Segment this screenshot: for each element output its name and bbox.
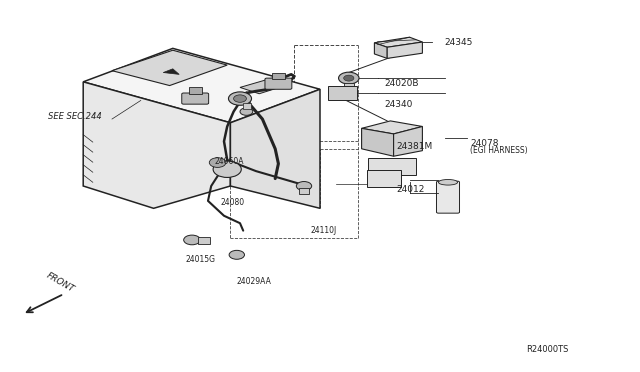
Text: SEE SEC.244: SEE SEC.244 [48,112,102,121]
Ellipse shape [438,179,458,185]
FancyBboxPatch shape [182,93,209,104]
Circle shape [209,158,226,167]
FancyBboxPatch shape [368,158,416,175]
Polygon shape [362,128,394,156]
Text: 24110J: 24110J [310,226,337,235]
FancyBboxPatch shape [265,78,292,89]
Circle shape [228,92,252,105]
Text: 24029AA: 24029AA [237,277,271,286]
Circle shape [339,72,359,84]
FancyBboxPatch shape [299,188,309,194]
Text: (EGI HARNESS): (EGI HARNESS) [470,146,528,155]
FancyBboxPatch shape [243,103,251,109]
Polygon shape [374,37,422,47]
Polygon shape [83,82,230,208]
FancyBboxPatch shape [367,170,401,187]
Polygon shape [394,126,422,156]
Circle shape [229,250,244,259]
Text: 24340: 24340 [384,100,412,109]
Polygon shape [112,50,227,86]
FancyBboxPatch shape [344,83,354,89]
Text: FRONT: FRONT [45,271,76,294]
Polygon shape [362,121,422,134]
Text: 24078: 24078 [470,139,499,148]
Text: 24020B: 24020B [384,79,419,88]
FancyBboxPatch shape [328,86,357,100]
Polygon shape [387,42,422,58]
Text: 24060A: 24060A [214,157,244,166]
FancyBboxPatch shape [436,181,460,213]
Text: 24012: 24012 [397,185,425,194]
Circle shape [213,161,241,177]
Text: 24015G: 24015G [186,255,216,264]
Circle shape [344,75,354,81]
Polygon shape [230,89,320,208]
Polygon shape [374,43,387,58]
Polygon shape [83,48,320,123]
Circle shape [296,182,312,190]
Text: 24345: 24345 [445,38,473,47]
Polygon shape [240,78,291,94]
FancyBboxPatch shape [198,237,210,244]
Circle shape [234,95,246,102]
Text: 24381M: 24381M [397,142,433,151]
FancyBboxPatch shape [272,73,285,79]
Circle shape [184,235,200,245]
Text: 24080: 24080 [221,198,245,207]
FancyBboxPatch shape [189,87,202,94]
Text: R24000TS: R24000TS [526,344,568,353]
Circle shape [240,108,253,115]
Polygon shape [163,69,179,74]
